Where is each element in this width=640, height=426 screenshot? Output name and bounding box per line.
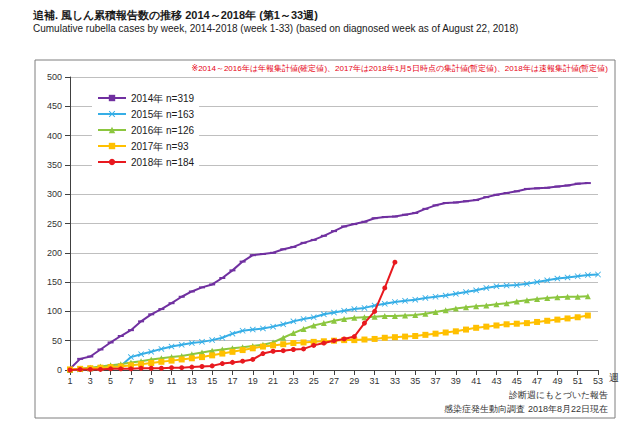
svg-text:200: 200 [47,248,62,258]
svg-text:23: 23 [288,376,298,386]
svg-text:2014年 n=319: 2014年 n=319 [131,93,195,104]
svg-text:350: 350 [47,160,62,170]
svg-text:49: 49 [552,376,562,386]
svg-text:7: 7 [128,376,133,386]
svg-text:2017年 n=93: 2017年 n=93 [131,141,189,152]
svg-text:2016年 n=126: 2016年 n=126 [131,125,195,136]
svg-text:300: 300 [47,189,62,199]
svg-text:13: 13 [187,376,197,386]
svg-text:5: 5 [108,376,113,386]
svg-text:診断週にもとづいた報告: 診断週にもとづいた報告 [509,390,608,400]
svg-text:250: 250 [47,219,62,229]
svg-text:33: 33 [390,376,400,386]
svg-text:1: 1 [67,376,72,386]
svg-text:43: 43 [491,376,501,386]
svg-text:31: 31 [370,376,380,386]
svg-text:100: 100 [47,306,62,316]
svg-text:15: 15 [207,376,217,386]
svg-text:感染症発生動向調査 2018年8月22日現在: 感染症発生動向調査 2018年8月22日現在 [444,404,608,414]
svg-text:27: 27 [329,376,339,386]
svg-text:500: 500 [47,72,62,82]
svg-text:Cumulative rubella cases by we: Cumulative rubella cases by week, 2014-2… [33,23,518,34]
svg-text:21: 21 [268,376,278,386]
svg-text:50: 50 [52,336,62,346]
svg-text:19: 19 [248,376,258,386]
svg-text:45: 45 [512,376,522,386]
svg-text:2018年 n=184: 2018年 n=184 [131,157,195,168]
svg-text:週: 週 [609,372,619,383]
svg-text:11: 11 [167,376,176,386]
svg-text:29: 29 [349,376,359,386]
svg-text:400: 400 [47,131,62,141]
svg-text:35: 35 [410,376,420,386]
svg-text:51: 51 [573,376,583,386]
svg-text:2015年 n=163: 2015年 n=163 [131,109,195,120]
svg-text:37: 37 [431,376,441,386]
svg-text:450: 450 [47,101,62,111]
svg-text:17: 17 [227,376,237,386]
svg-text:47: 47 [532,376,542,386]
svg-text:0: 0 [57,365,62,375]
svg-text:追補. 風しん累積報告数の推移 2014～2018年 (第1: 追補. 風しん累積報告数の推移 2014～2018年 (第1～33週) [32,9,318,21]
svg-text:53: 53 [593,376,603,386]
svg-text:150: 150 [47,277,62,287]
svg-text:9: 9 [149,376,154,386]
svg-text:※2014～2016年は年報集計値(確定値)、2017年は2: ※2014～2016年は年報集計値(確定値)、2017年は2018年1月5日時点… [191,64,608,73]
svg-text:3: 3 [88,376,93,386]
svg-text:41: 41 [471,376,481,386]
svg-text:25: 25 [309,376,319,386]
svg-text:39: 39 [451,376,461,386]
